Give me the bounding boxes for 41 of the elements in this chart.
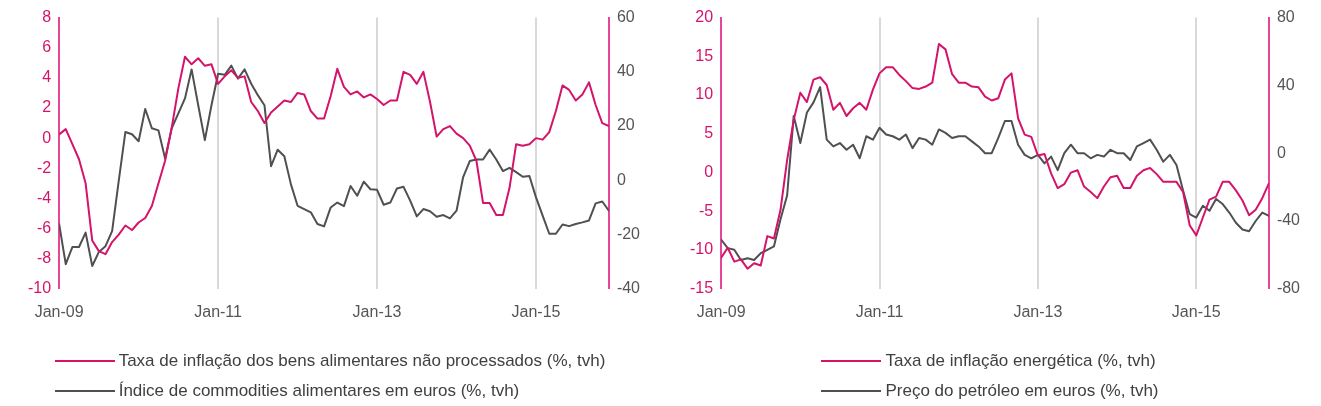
legend-label: Taxa de inflação dos bens alimentares não processados (%, tvh) [118,351,606,371]
y-tick-label: 0 [42,128,52,146]
y-tick-label: -2 [36,158,52,176]
x-tick-label: Jan-09 [34,302,84,320]
x-tick-label: Jan-13 [1013,302,1063,320]
y-tick-label: -4 [36,188,52,206]
y2-tick-label: -80 [1276,279,1301,297]
y-tick-label: -10 [28,279,52,297]
y2-tick-label: 0 [616,170,626,188]
x-tick-label: Jan-15 [511,302,561,320]
y-tick-label: 8 [42,8,52,26]
y2-tick-label: -20 [616,224,641,242]
y-tick-label: 20 [695,8,714,26]
y2-tick-label: 60 [616,8,635,26]
x-tick-label: Jan-15 [1171,302,1221,320]
x-tick-label: Jan-11 [194,302,243,320]
legend-label: Índice de commodities alimentares em euros (%, tvh) [118,381,520,401]
y-tick-label: -15 [690,279,714,297]
y-tick-label: -8 [36,249,52,267]
y2-tick-label: 40 [1276,75,1295,93]
legend-label: Taxa de inflação energética (%, tvh) [885,351,1156,371]
y2-tick-label: 80 [1276,8,1295,26]
y2-tick-label: -40 [616,279,641,297]
y2-tick-label: 40 [616,62,635,80]
y-tick-label: 15 [695,46,714,64]
y-tick-label: 2 [42,98,52,116]
y2-tick-label: -40 [1276,211,1301,229]
y-tick-label: 5 [704,124,714,142]
y2-tick-label: 20 [616,116,635,134]
x-tick-label: Jan-09 [696,302,746,320]
y-tick-label: 0 [704,162,714,180]
y2-tick-label: 0 [1276,143,1286,161]
x-tick-label: Jan-11 [855,302,904,320]
y-tick-label: -5 [698,201,714,219]
y-tick-label: -10 [690,240,714,258]
y-tick-label: -6 [36,218,52,236]
y-tick-label: 4 [42,68,52,86]
x-tick-label: Jan-13 [352,302,402,320]
legend-label: Preço do petróleo em euros (%, tvh) [885,381,1159,401]
y-tick-label: 6 [42,38,52,56]
y-tick-label: 10 [695,85,714,103]
